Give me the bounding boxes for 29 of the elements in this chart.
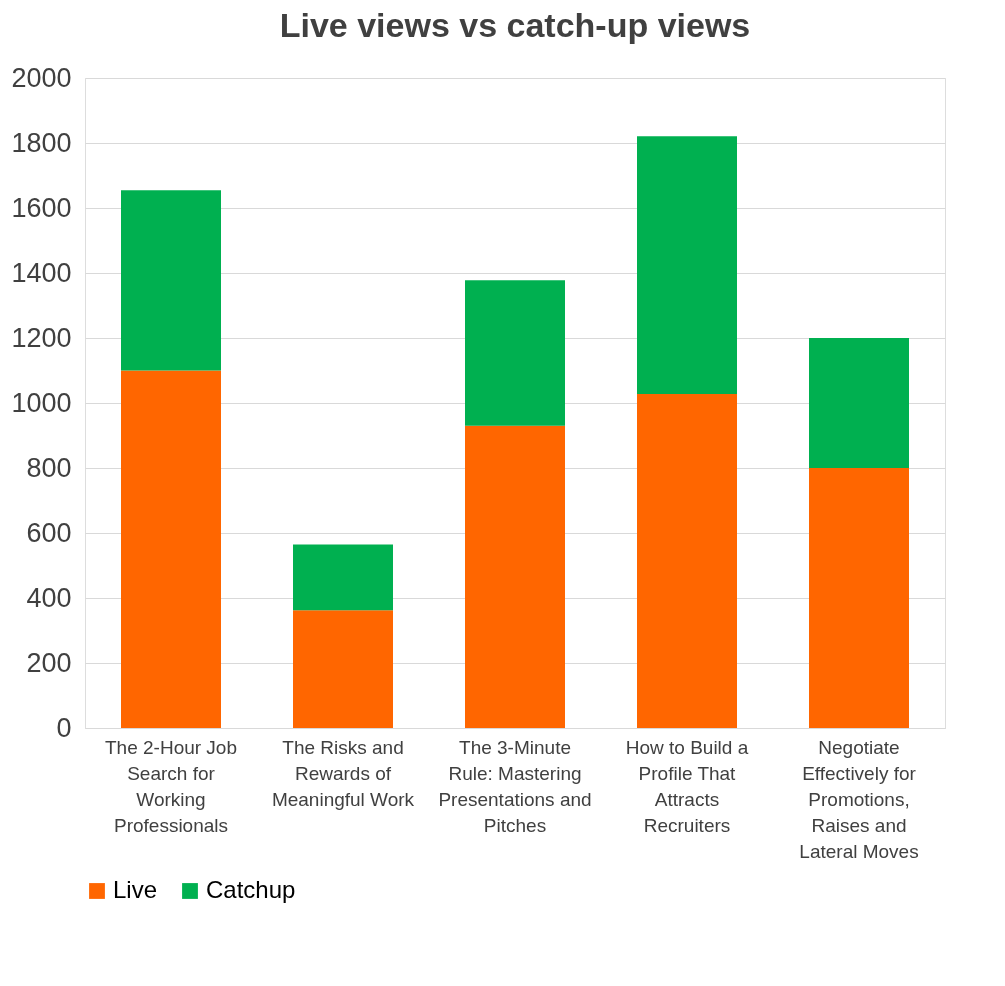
x-tick-label: The Risks and Rewards of Meaningful Work [271,736,415,810]
bar [637,393,737,728]
legend-label: Live [113,876,158,903]
y-tick-label: 1200 [11,322,72,353]
chart-title: Live views vs catch-up views [279,6,751,44]
y-tick-label: 1800 [11,127,72,158]
bar [465,280,565,426]
y-tick-label: 200 [26,647,72,678]
y-tick-label: 600 [26,517,72,548]
bar [637,136,737,394]
bar [809,468,909,728]
y-tick-label: 400 [26,582,72,613]
y-tick-label: 1400 [11,257,72,288]
bar [121,190,221,371]
bar [809,338,909,468]
x-tick-label: The 3-Minute Rule: Mastering Presentations and Pitches [438,736,592,836]
y-tick-label: 1000 [11,387,72,418]
legend-label: Catchup [206,876,296,903]
bar [465,425,565,728]
bar [293,544,393,611]
x-tick-label: How to Build a Profile That Attracts Recruiters [625,736,749,836]
x-tick-label: Negotiate Effectively for Promotions, Raises and Lateral Moves [799,736,919,862]
y-tick-label: 800 [26,452,72,483]
y-tick-label: 0 [56,712,72,743]
y-tick-label: 2000 [11,62,72,93]
bar [293,610,393,728]
x-tick-label: The 2-Hour Job Search for Working Professionals [104,736,238,836]
y-tick-label: 1600 [11,192,72,223]
bar [121,370,221,728]
